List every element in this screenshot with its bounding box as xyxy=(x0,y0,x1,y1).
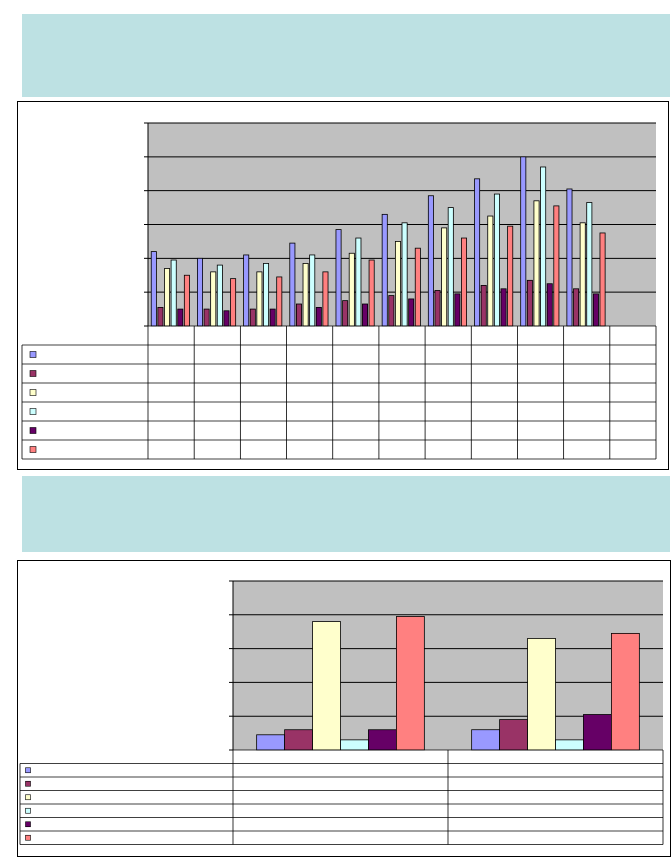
bar-series-3 xyxy=(164,268,171,327)
bar-series-2 xyxy=(388,295,395,327)
legend-key-series-5 xyxy=(25,821,31,828)
bar-series-2 xyxy=(203,308,210,327)
chart-2 xyxy=(19,580,664,845)
bar-series-3 xyxy=(441,227,448,327)
bar-series-4 xyxy=(355,237,362,327)
bar-series-6 xyxy=(368,259,375,327)
legend-key-series-6 xyxy=(29,446,37,453)
bar-series-6 xyxy=(414,247,421,327)
bar-series-2 xyxy=(342,300,349,327)
bar-series-1 xyxy=(427,195,434,327)
bar-series-4 xyxy=(340,739,369,751)
bar-series-1 xyxy=(289,242,296,327)
bar-series-3 xyxy=(527,638,556,751)
bar-series-6 xyxy=(553,205,560,327)
bar-series-5 xyxy=(362,303,369,327)
legend-key-series-2 xyxy=(29,370,37,377)
bar-series-1 xyxy=(471,729,500,751)
bar-series-5 xyxy=(592,293,599,327)
bar-series-5 xyxy=(583,714,612,751)
bar-series-1 xyxy=(150,251,157,327)
bar-series-5 xyxy=(546,283,553,327)
bar-series-3 xyxy=(348,252,355,327)
bar-series-6 xyxy=(276,276,283,327)
bar-series-3 xyxy=(302,263,309,327)
bar-series-1 xyxy=(335,229,342,327)
bar-series-6 xyxy=(507,225,514,327)
bar-series-5 xyxy=(368,729,397,751)
bar-series-5 xyxy=(315,306,322,327)
legend-key-series-3 xyxy=(25,794,31,801)
bar-series-3 xyxy=(533,200,540,327)
bar-series-5 xyxy=(500,288,507,327)
bar-series-4 xyxy=(540,166,547,327)
bar-series-2 xyxy=(157,306,164,327)
bar-series-3 xyxy=(210,271,217,327)
bar-series-2 xyxy=(573,288,580,327)
bar-series-6 xyxy=(322,271,329,327)
bar-series-1 xyxy=(474,178,481,327)
chart-1 xyxy=(21,122,657,460)
bar-series-6 xyxy=(461,237,467,327)
bar-series-1 xyxy=(256,734,285,751)
bar-series-3 xyxy=(256,271,263,327)
bar-series-4 xyxy=(216,264,223,327)
bar-series-4 xyxy=(555,739,584,751)
bar-series-2 xyxy=(284,729,313,751)
bar-series-6 xyxy=(230,278,237,327)
bar-series-1 xyxy=(243,254,250,327)
bar-series-5 xyxy=(269,308,276,327)
bar-series-3 xyxy=(312,621,341,751)
bar-series-1 xyxy=(197,257,203,327)
bar-series-6 xyxy=(395,616,425,751)
bar-series-4 xyxy=(170,259,177,327)
legend-key-series-5 xyxy=(29,427,37,434)
legend-key-series-3 xyxy=(29,389,37,396)
bar-series-2 xyxy=(499,719,528,751)
bar-series-1 xyxy=(381,213,388,327)
bar-series-2 xyxy=(295,303,302,327)
bar-series-2 xyxy=(480,284,487,327)
bar-series-6 xyxy=(599,232,606,327)
bar-series-3 xyxy=(579,222,586,327)
bar-series-4 xyxy=(586,202,593,327)
bar-series-4 xyxy=(263,263,270,327)
bar-series-5 xyxy=(223,310,230,327)
bar-series-5 xyxy=(454,293,461,327)
bar-series-6 xyxy=(183,274,190,327)
bar-series-4 xyxy=(493,193,500,327)
bar-series-4 xyxy=(447,207,454,327)
header-banner-top xyxy=(22,14,670,97)
legend-key-series-2 xyxy=(25,780,31,787)
bar-series-3 xyxy=(394,241,401,327)
bar-series-2 xyxy=(526,279,533,327)
legend-key-series-1 xyxy=(25,767,31,774)
legend-key-series-6 xyxy=(25,834,31,841)
header-banner-middle xyxy=(22,476,670,552)
bar-series-1 xyxy=(520,156,527,327)
bar-series-4 xyxy=(309,254,316,327)
legend-key-series-1 xyxy=(29,351,37,358)
bar-series-2 xyxy=(434,290,441,327)
bar-series-1 xyxy=(566,188,573,327)
bar-series-3 xyxy=(487,215,494,327)
legend-key-series-4 xyxy=(25,807,31,814)
bar-series-5 xyxy=(408,298,415,327)
bar-series-6 xyxy=(611,632,640,751)
bar-series-2 xyxy=(249,308,256,327)
legend-key-series-4 xyxy=(29,408,37,415)
bar-series-4 xyxy=(401,222,408,327)
bar-series-5 xyxy=(177,308,184,327)
